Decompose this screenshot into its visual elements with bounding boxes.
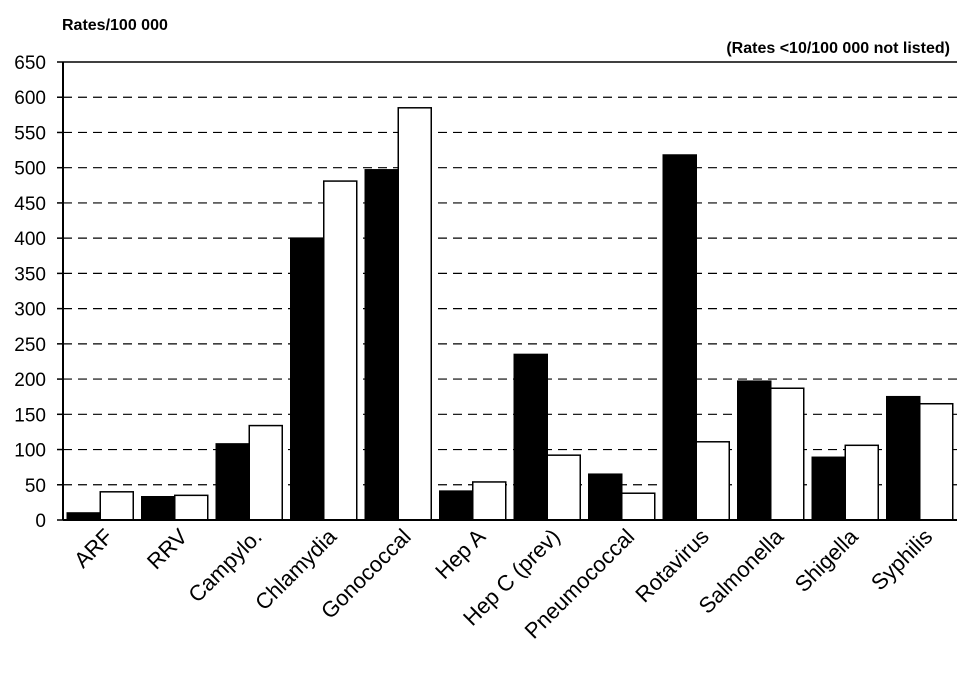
bar-rrv-series-2 — [174, 494, 209, 521]
y-tick-label: 600 — [14, 88, 46, 109]
bar-hep-c-prev-series-1 — [513, 353, 548, 521]
bar-pneumococcal-series-1 — [588, 473, 623, 521]
y-tick-label: 100 — [14, 441, 46, 462]
y-tick-label: 250 — [14, 335, 46, 356]
bar-rotavirus-series-2 — [695, 441, 730, 521]
x-tick-label: Shigella — [790, 523, 864, 597]
x-tick-label: ARF — [69, 524, 118, 573]
y-tick-label: 200 — [14, 370, 46, 391]
y-tick-label: 650 — [14, 53, 46, 74]
y-axis-label: Rates/100 000 — [62, 17, 168, 34]
bar-campylo-series-2 — [248, 424, 283, 521]
bar-chlamydia-series-1 — [290, 237, 325, 521]
gridlines — [63, 96, 957, 486]
bar-gonococcal-series-1 — [364, 169, 399, 521]
x-tick-label: Hep A — [430, 524, 490, 584]
bar-syphilis-series-1 — [886, 395, 921, 521]
y-tick-label: 450 — [14, 194, 46, 215]
bar-shigella-series-1 — [811, 456, 846, 521]
bar-arf-series-2 — [99, 491, 134, 521]
bar-rotavirus-series-1 — [662, 154, 697, 521]
bar-chlamydia-series-2 — [323, 180, 358, 521]
bar-rrv-series-1 — [141, 495, 176, 521]
y-axis-ticks: 0 50 100 150 200 250 300 350 400 450 500 550 600 650 — [14, 53, 63, 532]
bar-hep-c-prev-series-2 — [546, 454, 581, 521]
bar-campylo-series-1 — [215, 443, 250, 521]
y-tick-label: 350 — [14, 264, 46, 285]
chart-note: (Rates <10/100 000 not listed) — [726, 40, 950, 57]
bars — [66, 107, 954, 521]
bar-hep-a-series-1 — [439, 490, 474, 521]
bar-gonococcal-series-2 — [397, 107, 432, 521]
y-tick-label: 400 — [14, 229, 46, 250]
bar-hep-a-series-2 — [472, 481, 507, 521]
bar-pneumococcal-series-2 — [621, 492, 656, 521]
y-tick-label: 50 — [25, 476, 46, 497]
x-tick-label: RRV — [142, 524, 192, 574]
bar-salmonella-series-1 — [737, 380, 772, 521]
bar-syphilis-series-2 — [919, 402, 954, 521]
y-tick-label: 550 — [14, 123, 46, 144]
bar-salmonella-series-2 — [770, 387, 805, 521]
y-tick-label: 0 — [35, 511, 46, 532]
y-tick-label: 300 — [14, 300, 46, 321]
bar-arf-series-1 — [66, 512, 101, 521]
y-tick-label: 150 — [14, 405, 46, 426]
y-tick-label: 500 — [14, 159, 46, 180]
bar-shigella-series-2 — [844, 444, 879, 521]
x-tick-label: Syphilis — [866, 524, 937, 595]
